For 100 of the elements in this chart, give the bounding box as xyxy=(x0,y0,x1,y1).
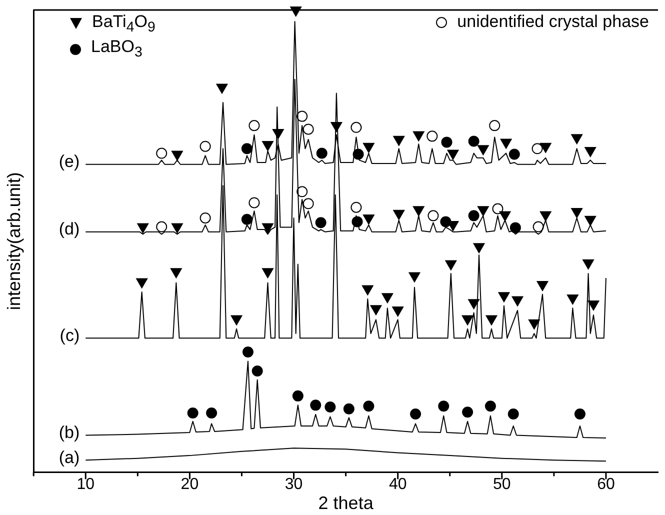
point xyxy=(241,143,252,154)
point xyxy=(584,147,596,158)
point xyxy=(528,319,540,330)
point xyxy=(445,260,457,270)
point xyxy=(498,292,510,302)
point xyxy=(170,268,182,278)
point xyxy=(172,223,183,234)
point xyxy=(588,300,600,310)
point xyxy=(477,206,489,216)
point xyxy=(438,400,450,412)
point xyxy=(156,221,168,232)
point xyxy=(200,140,211,152)
point xyxy=(410,408,422,420)
point xyxy=(262,268,274,278)
point xyxy=(492,203,504,214)
point xyxy=(241,214,252,225)
point xyxy=(172,150,183,161)
point xyxy=(532,221,544,232)
series-label: (d) xyxy=(58,220,80,239)
point xyxy=(350,202,362,213)
point xyxy=(408,272,420,282)
point xyxy=(363,214,374,224)
series-label: (c) xyxy=(60,326,80,345)
point xyxy=(136,278,148,288)
point xyxy=(574,408,586,420)
point xyxy=(262,141,274,151)
x-tick-label: 60 xyxy=(597,476,615,494)
point xyxy=(350,122,362,133)
point xyxy=(582,259,594,270)
point xyxy=(477,145,489,156)
point xyxy=(248,197,260,208)
point xyxy=(187,408,198,419)
y-axis-title: intensity(arb.unit) xyxy=(4,172,24,310)
point xyxy=(484,400,496,412)
point xyxy=(508,408,519,420)
x-tick-label: 20 xyxy=(180,476,199,494)
point xyxy=(412,206,424,216)
point xyxy=(200,212,211,224)
point xyxy=(462,406,474,418)
legend-label: BaTi$_{4}$O$_{9}$ xyxy=(92,12,156,36)
point xyxy=(230,315,242,326)
x-tick-label: 10 xyxy=(76,476,95,494)
point xyxy=(296,110,308,122)
point xyxy=(532,143,543,154)
point xyxy=(536,281,548,292)
x-tick-label: 30 xyxy=(284,476,303,494)
point xyxy=(500,138,512,149)
point xyxy=(447,150,459,160)
point xyxy=(302,124,314,135)
point xyxy=(324,402,336,413)
point xyxy=(292,390,304,402)
point xyxy=(216,84,228,94)
point xyxy=(363,400,374,412)
point xyxy=(499,211,511,222)
x-tick-label: 50 xyxy=(493,476,511,494)
point xyxy=(206,408,218,419)
point xyxy=(242,346,254,358)
point xyxy=(393,210,405,220)
point xyxy=(315,217,326,228)
point xyxy=(248,120,260,132)
point xyxy=(137,223,149,234)
point xyxy=(540,142,552,153)
point xyxy=(441,136,452,148)
point xyxy=(296,186,308,198)
series-label: (a) xyxy=(58,448,80,467)
series-label: (e) xyxy=(58,152,80,172)
point xyxy=(584,216,596,226)
legend-label: unidentified crystal phase xyxy=(457,12,649,32)
point xyxy=(462,315,474,326)
x-tick-label: 40 xyxy=(388,476,407,494)
point xyxy=(302,198,314,210)
point xyxy=(486,315,498,326)
point xyxy=(512,296,524,306)
x-axis-title: 2 theta xyxy=(318,493,374,514)
point xyxy=(343,403,354,414)
point xyxy=(382,293,394,304)
point xyxy=(489,120,500,132)
point xyxy=(156,148,168,159)
point xyxy=(468,136,480,147)
point xyxy=(571,208,583,218)
point xyxy=(362,285,374,296)
legend-label: LaBO$_{3}$ xyxy=(91,37,142,61)
point xyxy=(426,130,438,142)
point xyxy=(508,148,520,160)
series-label: (b) xyxy=(58,422,80,442)
point xyxy=(316,148,328,159)
point xyxy=(571,134,583,144)
point xyxy=(370,305,382,316)
point xyxy=(473,243,485,254)
point xyxy=(252,365,263,376)
point xyxy=(262,223,274,234)
point xyxy=(566,294,578,304)
point xyxy=(468,210,480,222)
point xyxy=(510,222,521,234)
point xyxy=(392,306,404,316)
point xyxy=(393,136,405,146)
point xyxy=(363,142,374,153)
point xyxy=(540,211,552,222)
point xyxy=(310,400,322,411)
point xyxy=(468,299,480,310)
